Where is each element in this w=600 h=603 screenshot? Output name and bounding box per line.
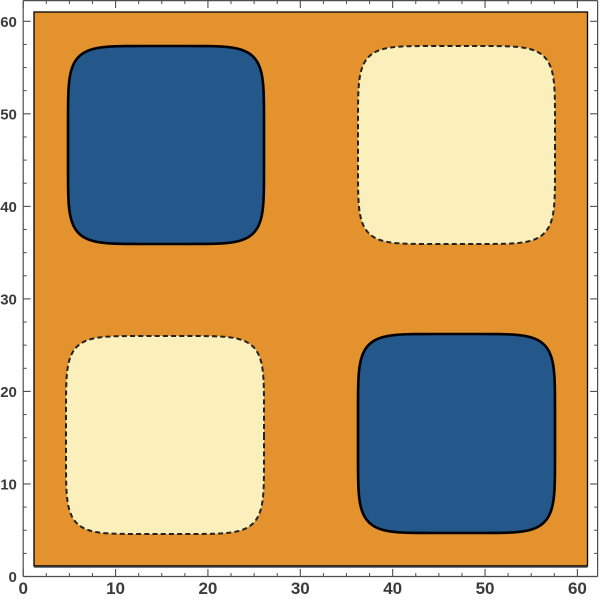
svg-text:20: 20 <box>0 384 17 401</box>
svg-text:30: 30 <box>0 291 17 308</box>
svg-text:50: 50 <box>476 579 495 598</box>
svg-text:0: 0 <box>9 569 17 586</box>
svg-text:40: 40 <box>0 199 17 216</box>
svg-text:50: 50 <box>0 106 17 123</box>
svg-text:10: 10 <box>0 476 17 493</box>
svg-text:30: 30 <box>291 579 310 598</box>
svg-text:40: 40 <box>383 579 402 598</box>
svg-text:20: 20 <box>198 579 217 598</box>
svg-text:60: 60 <box>568 579 587 598</box>
svg-text:10: 10 <box>106 579 125 598</box>
svg-text:0: 0 <box>18 579 27 598</box>
svg-text:60: 60 <box>0 14 17 31</box>
